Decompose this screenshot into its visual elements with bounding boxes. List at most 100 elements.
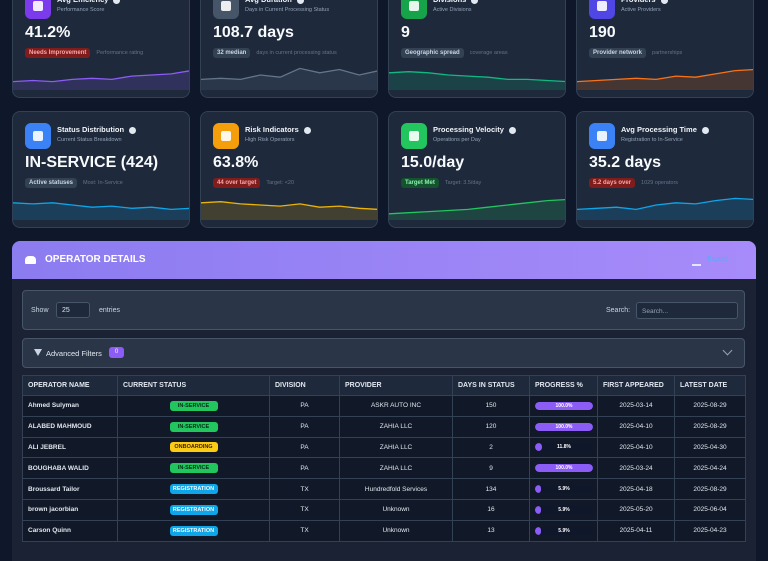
sparkline [577,68,753,90]
sparkline [13,202,189,220]
card-note: Target: <20 [266,180,295,186]
users-icon [25,256,36,264]
sparkline-line [389,71,565,83]
card-title: Avg Duration [245,0,304,4]
card-title: Status Distribution [57,125,137,134]
progress-fill [535,485,541,494]
search-label: Search: [606,307,631,314]
length-select[interactable]: 25 [56,302,90,318]
table-cell: ZAHIA LLC [339,415,453,438]
column-header[interactable]: CURRENT STATUS [117,375,270,396]
info-icon [129,126,137,134]
progress-fill [535,464,593,473]
progress-label: 100.0% [555,465,573,472]
sparkline-area [577,198,753,220]
card-title: Providers [621,0,668,4]
card-subtitle: Operations per Day [433,137,481,143]
kpi-card: Avg Duration Days in Current Processing S… [200,0,378,98]
progress-track: 5.9% [535,526,593,535]
table-row: BOUGHABA WALID IN-SERVICE PA ZAHIA LLC 9 100.… [22,457,746,480]
filter-icon [34,349,42,356]
column-header[interactable]: LATEST DATE [674,375,746,396]
table-cell: TX [269,478,340,500]
table-cell: 2025-08-29 [674,478,746,500]
card-value: IN-SERVICE (424) [25,154,159,171]
table-cell: ALI JEBREL [22,436,118,459]
card-title: Avg Processing Time [621,125,709,134]
status-cell: REGISTRATION [117,478,270,500]
sparkline-area [201,68,377,90]
status-badge: IN-SERVICE [169,400,218,411]
status-cell: IN-SERVICE [117,457,270,480]
column-header[interactable]: PROVIDER [339,375,453,396]
status-badge: IN-SERVICE [169,421,218,432]
table-cell: ZAHIA LLC [339,457,453,480]
table-cell: 2025-04-23 [674,519,746,542]
card-badge: Target Met Target: 3.5/day [401,178,481,188]
info-icon [296,0,304,4]
export-icon [692,255,701,266]
card-icon [25,123,51,149]
sparkline-line [201,67,377,81]
export-button[interactable]: Export [707,256,728,263]
card-subtitle: Active Divisions [433,7,472,13]
card-icon [589,0,615,19]
table-cell: Hundredfold Services [339,478,453,500]
progress-track: 100.0% [535,422,593,431]
table-cell: 9 [452,457,530,480]
table-cell: TX [269,519,340,542]
kpi-card: Risk Indicators High Risk Operators 63.8% 4… [200,111,378,228]
info-icon [303,126,311,134]
entries-label: entries [99,307,121,314]
info-icon [508,126,516,134]
kpi-card: Providers Active Providers 190 Provider net… [576,0,754,98]
table-cell: ASKR AUTO INC [339,395,453,417]
column-header[interactable]: OPERATOR NAME [22,375,118,396]
search-input[interactable]: Search... [636,302,738,319]
table-cell: 2 [452,436,530,459]
card-note: Most: In-Service [83,180,123,186]
advanced-filters[interactable]: Advanced Filters 0 [22,338,745,368]
table-cell: 2025-03-24 [597,457,675,480]
card-icon [401,123,427,149]
table-cell: BOUGHABA WALID [22,457,118,480]
info-icon [701,126,709,134]
column-header[interactable]: DIVISION [269,375,340,396]
status-badge: IN-SERVICE [169,463,218,474]
card-badge: 5.2 days over 1029 operators [589,178,678,188]
status-cell: REGISTRATION [117,519,270,542]
card-icon [589,123,615,149]
progress-label: 100.0% [555,402,573,409]
progress-label: 11.8% [557,444,571,451]
sparkline-area [577,69,753,90]
sparkline-area [389,199,565,220]
column-header[interactable]: PROGRESS % [529,375,598,396]
chevron [722,345,733,356]
table-cell: Carson Quinn [22,519,118,542]
table-row: Ahmed Sulyman IN-SERVICE PA ASKR AUTO INC 15… [22,395,746,417]
card-note: Target: 3.5/day [444,180,482,186]
status-badge: REGISTRATION [169,484,218,495]
table-cell: PA [269,436,340,459]
table-cell: Ahmed Sulyman [22,395,118,417]
sparkline [389,71,565,90]
column-header[interactable]: DAYS IN STATUS [452,375,530,396]
show-label: Show [31,307,49,314]
card-badge: Geographic spread coverage areas [401,48,508,58]
progress-cell: 100.0% [529,457,598,480]
info-icon [113,0,121,4]
card-icon [25,0,51,19]
sparkline-area [201,201,377,220]
table-cell: PA [269,415,340,438]
progress-fill [535,505,541,514]
table-cell: PA [269,395,340,417]
sparkline [13,70,189,90]
progress-label: 5.9% [558,527,570,534]
card-value: 35.2 days [589,154,662,171]
progress-track: 11.8% [535,443,593,452]
kpi-card: Status Distribution Current Status Breakd… [12,111,190,228]
column-header[interactable]: FIRST APPEARED [597,375,675,396]
card-title: Avg Efficiency [57,0,121,4]
table-cell: 2025-04-24 [674,457,746,480]
progress-fill [535,422,593,431]
